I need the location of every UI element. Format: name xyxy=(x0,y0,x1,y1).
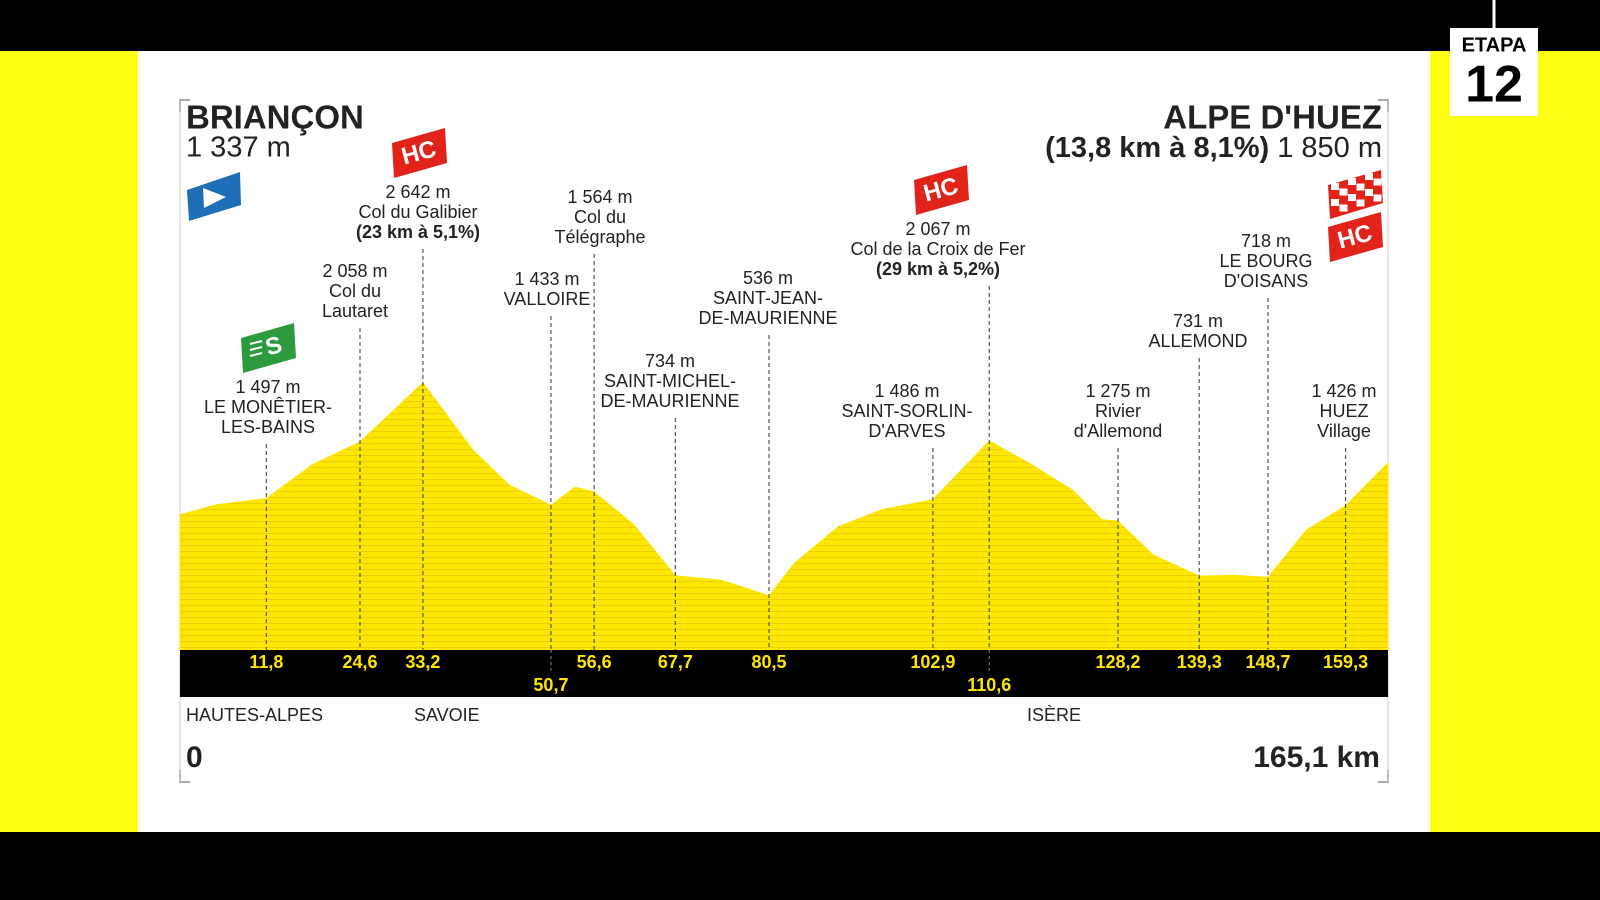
finish-check xyxy=(1365,173,1373,180)
waypoint-name: SAINT-SORLIN- xyxy=(841,401,972,421)
distance-label: 102,9 xyxy=(910,652,955,672)
waypoint-elevation: 718 m xyxy=(1241,231,1291,251)
start-elevation: 1 337 m xyxy=(186,132,291,164)
distance-label: 148,7 xyxy=(1245,652,1290,672)
start-arrow xyxy=(203,188,226,208)
waypoint-name: SAINT-JEAN- xyxy=(713,288,823,308)
distance-label: 110,6 xyxy=(967,675,1011,695)
climb-flag xyxy=(1328,212,1383,262)
waypoint-name: Lautaret xyxy=(322,301,388,321)
finish-check xyxy=(1348,178,1356,185)
distance-label: 128,2 xyxy=(1095,652,1140,672)
waypoint-name: d'Allemond xyxy=(1074,421,1163,441)
finish-check xyxy=(1373,194,1382,202)
stage-number: 12 xyxy=(1465,56,1523,114)
finish-elevation: 1 850 m xyxy=(1277,132,1382,164)
waypoint-elevation: 1 564 m xyxy=(567,187,632,207)
waypoint-elevation: 1 497 m xyxy=(235,377,300,397)
finish-check xyxy=(1331,199,1339,206)
elevation-profile xyxy=(179,382,1389,651)
waypoint-name: LE BOURG xyxy=(1219,251,1312,271)
waypoint-name: DE-MAURIENNE xyxy=(600,391,739,411)
distance-label: 56,6 xyxy=(577,652,612,672)
finish-check xyxy=(1356,183,1365,191)
waypoint-name: Col de la Croix de Fer xyxy=(850,239,1025,259)
waypoint-name: Col du Galibier xyxy=(358,202,477,222)
panel xyxy=(138,51,1430,832)
waypoint-name: Rivier xyxy=(1095,401,1141,421)
waypoint-elevation: 1 426 m xyxy=(1311,381,1376,401)
distance-end: 165,1 km xyxy=(1253,741,1380,774)
waypoint-name: ALLEMOND xyxy=(1148,331,1247,351)
waypoint-name: Col du xyxy=(574,207,626,227)
waypoint-elevation: 731 m xyxy=(1173,311,1223,331)
climb-flag xyxy=(392,128,447,178)
distance-label: 24,6 xyxy=(342,652,377,672)
waypoint-climb: (23 km à 5,1%) xyxy=(356,222,480,242)
distance-strip xyxy=(180,650,1388,697)
finish-check xyxy=(1356,199,1365,207)
start-name: BRIANÇON xyxy=(186,99,364,136)
waypoint-elevation: 2 067 m xyxy=(905,219,970,239)
waypoint-elevation: 734 m xyxy=(645,351,695,371)
waypoint-climb: (29 km à 5,2%) xyxy=(876,259,1000,279)
region-label: HAUTES-ALPES xyxy=(186,705,323,725)
stage-label: ETAPA xyxy=(1462,34,1527,56)
climb-flag xyxy=(914,165,969,215)
stage-badge xyxy=(1450,28,1538,116)
finish-climb: (13,8 km à 8,1%) xyxy=(1045,132,1269,164)
finish-check xyxy=(1348,194,1356,201)
region-label: ISÈRE xyxy=(1027,705,1081,725)
sprint-speed-line xyxy=(249,346,263,351)
distance-label: 11,8 xyxy=(249,652,283,672)
waypoint-elevation: 1 486 m xyxy=(874,381,939,401)
waypoint-name: Col du xyxy=(329,281,381,301)
finish-info: (13,8 km à 8,1%) 1 850 m xyxy=(1045,132,1382,164)
distance-start: 0 xyxy=(186,741,203,774)
waypoint-elevation: 1 433 m xyxy=(514,269,579,289)
sprint-flag xyxy=(241,323,296,373)
waypoint-elevation: 2 058 m xyxy=(322,261,387,281)
waypoint-name: LE MONÊTIER- xyxy=(204,397,332,417)
sprint-speed-line xyxy=(249,340,263,345)
finish-check xyxy=(1331,183,1339,190)
sprint-speed-line xyxy=(249,352,263,357)
finish-check xyxy=(1339,188,1348,196)
distance-label: 50,7 xyxy=(533,675,568,695)
finish-check xyxy=(1339,204,1348,212)
waypoint-elevation: 1 275 m xyxy=(1085,381,1150,401)
distance-label: 80,5 xyxy=(751,652,786,672)
waypoint-name: Télégraphe xyxy=(554,227,645,247)
distance-label: 139,3 xyxy=(1177,652,1222,672)
distance-label: 67,7 xyxy=(658,652,693,672)
waypoint-name: SAINT-MICHEL- xyxy=(604,371,736,391)
flag-label: S xyxy=(263,331,285,361)
waypoint-elevation: 2 642 m xyxy=(385,182,450,202)
region-label: SAVOIE xyxy=(414,705,480,725)
waypoint-name: D'OISANS xyxy=(1224,271,1308,291)
waypoint-name: HUEZ xyxy=(1320,401,1369,421)
waypoint-elevation: 536 m xyxy=(743,268,793,288)
finish-check xyxy=(1373,178,1382,186)
finish-name: ALPE D'HUEZ xyxy=(1163,99,1382,136)
waypoint-name: VALLOIRE xyxy=(504,289,591,309)
waypoint-name: LES-BAINS xyxy=(221,417,315,437)
finish-check xyxy=(1365,189,1373,196)
waypoint-name: Village xyxy=(1317,421,1371,441)
waypoint-name: D'ARVES xyxy=(868,421,945,441)
distance-label: 33,2 xyxy=(405,652,440,672)
distance-label: 159,3 xyxy=(1323,652,1368,672)
waypoint-name: DE-MAURIENNE xyxy=(698,308,837,328)
